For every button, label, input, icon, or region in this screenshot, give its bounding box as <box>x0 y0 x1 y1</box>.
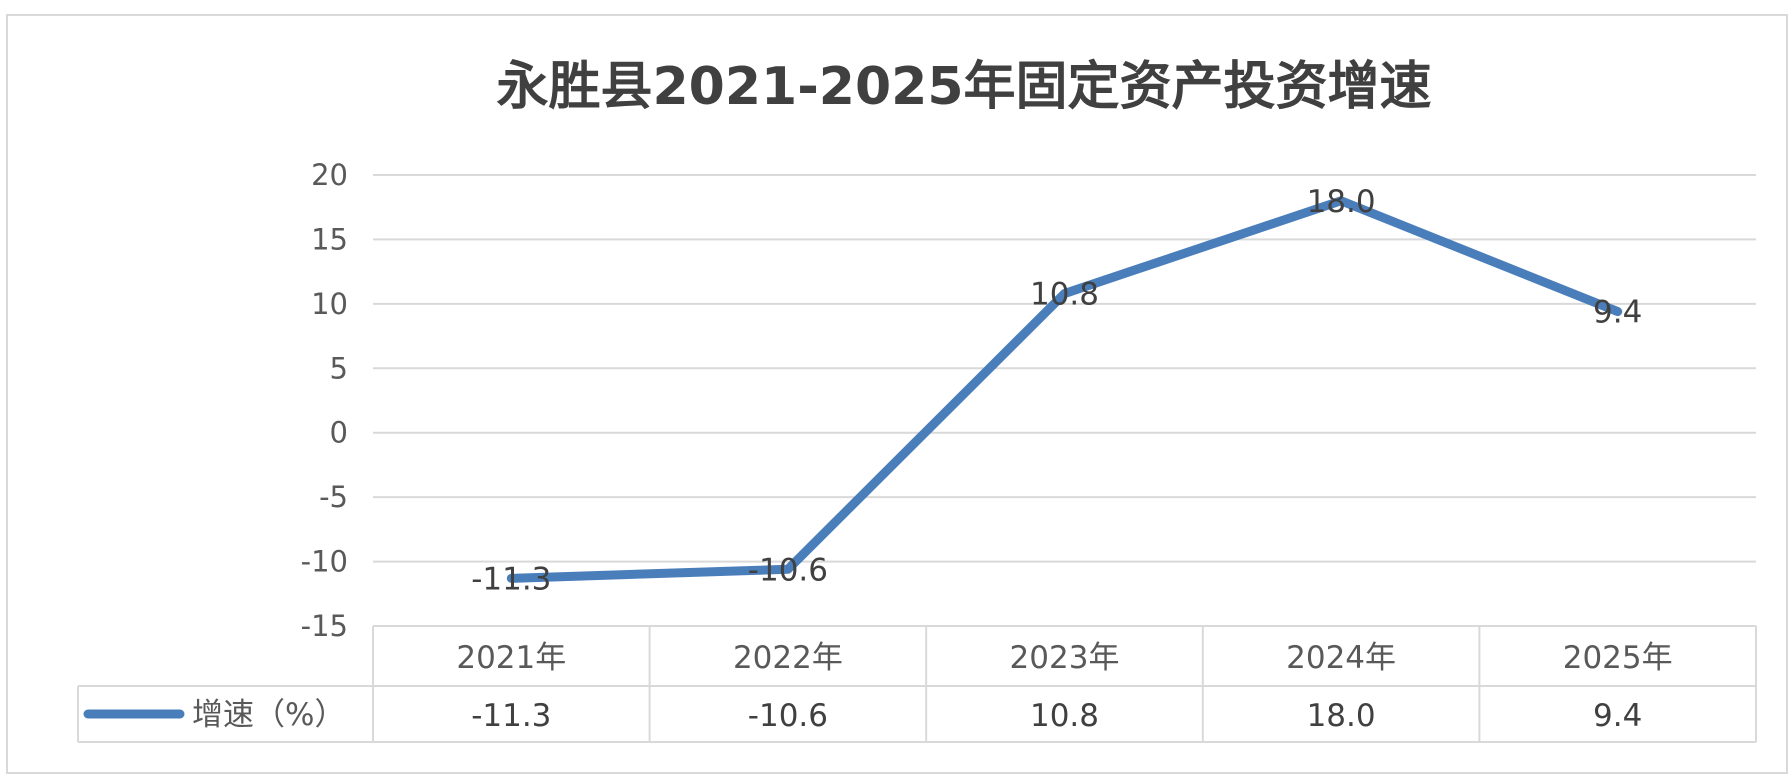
chart-frame: 永胜县2021-2025年固定资产投资增速 20 15 10 5 0 -5 -10 -15 2… <box>6 14 1788 774</box>
data-label: 10.8 <box>1030 277 1099 313</box>
gridlines <box>373 174 1756 563</box>
category-label: 2025年 <box>1563 640 1673 676</box>
legend-label: 增速（%） <box>192 697 345 733</box>
category-label: 2024年 <box>1286 640 1396 676</box>
y-tick-label: 20 <box>311 158 348 192</box>
y-tick-label: -15 <box>301 609 348 643</box>
y-tick-label: 0 <box>330 416 348 450</box>
chart-title: 永胜县2021-2025年固定资产投资增速 <box>496 57 1431 117</box>
category-label: 2022年 <box>733 640 843 676</box>
y-tick-label: 15 <box>311 222 348 256</box>
table-value: 10.8 <box>1030 698 1099 734</box>
data-labels: -11.3 -10.6 10.8 18.0 9.4 <box>471 184 1642 598</box>
y-tick-label: -5 <box>319 480 348 514</box>
table-value: 9.4 <box>1593 698 1642 734</box>
data-label: -10.6 <box>748 552 828 588</box>
data-table: 2021年 2022年 2023年 2024年 2025年 -11.3 -10.6 10.8 1… <box>77 625 1757 743</box>
y-tick-label: -10 <box>301 545 348 579</box>
data-label: -11.3 <box>471 561 551 597</box>
category-label: 2021年 <box>456 640 566 676</box>
line-chart: 永胜县2021-2025年固定资产投资增速 20 15 10 5 0 -5 -10 -15 2… <box>77 57 1757 743</box>
series-line <box>506 196 1623 583</box>
category-label: 2023年 <box>1010 640 1120 676</box>
table-value: 18.0 <box>1307 698 1376 734</box>
y-tick-label: 5 <box>330 351 348 385</box>
y-axis-ticks: 20 15 10 5 0 -5 -10 -15 <box>301 158 348 643</box>
data-label: 9.4 <box>1593 295 1642 331</box>
data-label: 18.0 <box>1307 184 1376 220</box>
table-value: -11.3 <box>471 698 551 734</box>
y-tick-label: 10 <box>311 287 348 321</box>
table-value: -10.6 <box>748 698 828 734</box>
series-line-layer <box>506 196 1623 583</box>
